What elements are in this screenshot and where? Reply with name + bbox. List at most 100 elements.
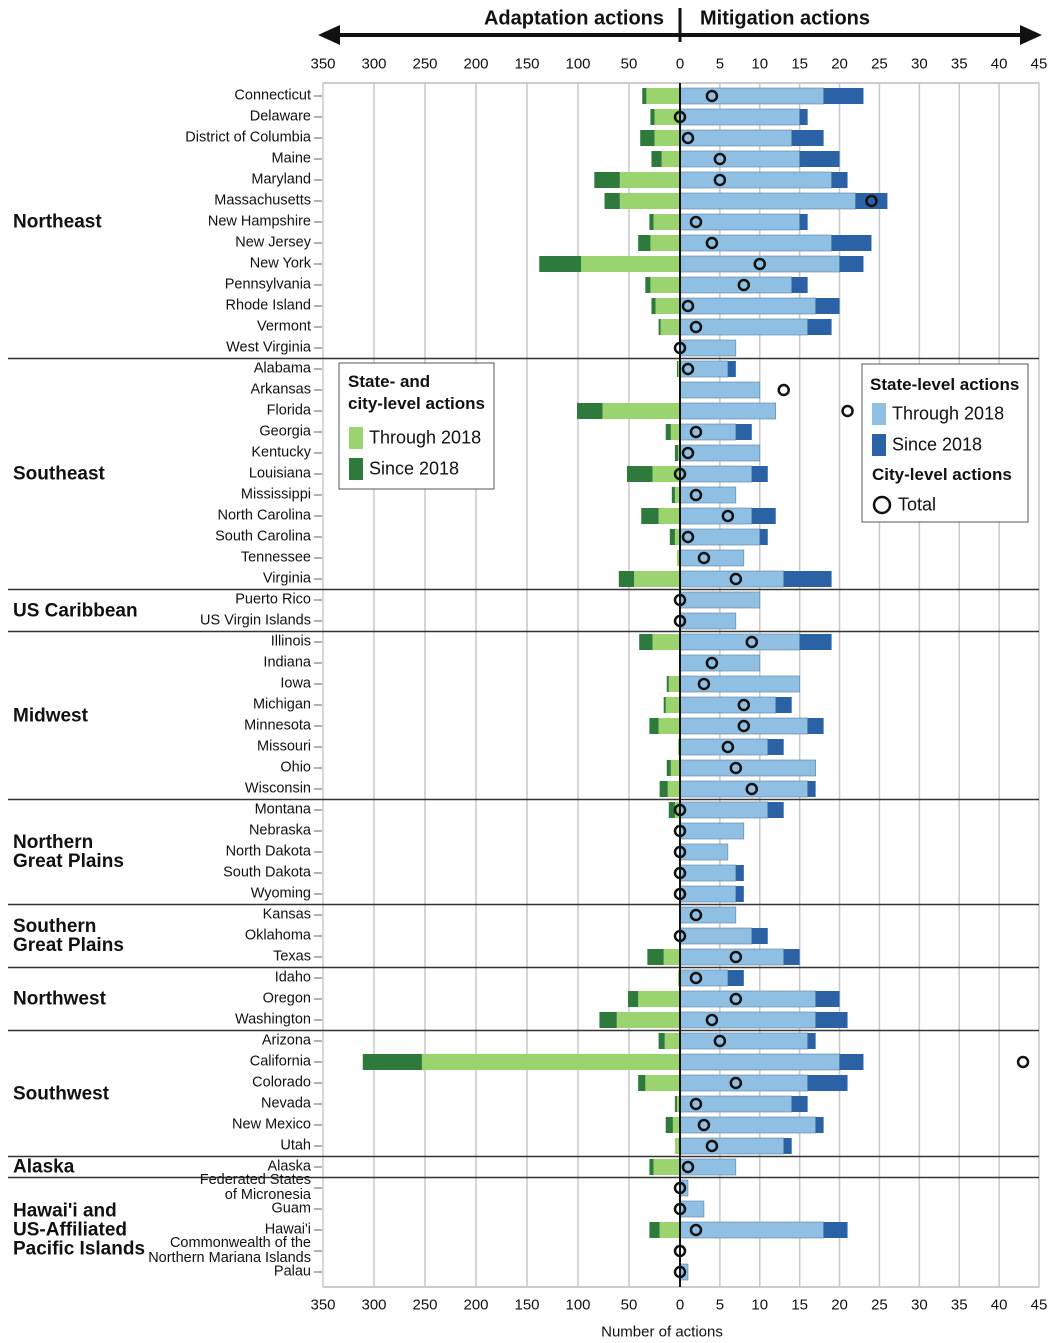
adaptation-through-bar bbox=[658, 508, 680, 524]
category-label: Nevada bbox=[261, 1095, 311, 1112]
x-tick-label: 150 bbox=[514, 55, 540, 73]
adaptation-through-bar bbox=[670, 424, 680, 440]
mitigation-through-bar bbox=[679, 129, 792, 147]
adaptation-since-bar bbox=[618, 571, 635, 587]
x-tick-label: 300 bbox=[361, 1296, 387, 1314]
category-label: Rhode Island bbox=[225, 297, 311, 314]
adaptation-through-bar bbox=[674, 487, 680, 503]
adaptation-since-bar bbox=[669, 529, 675, 545]
adaptation-through-bar bbox=[663, 949, 680, 965]
category-label: New Jersey bbox=[235, 234, 311, 251]
city-total-marker bbox=[673, 845, 687, 859]
city-total-marker bbox=[689, 1223, 703, 1237]
mitigation-since-bar bbox=[767, 802, 784, 818]
category-label: Mississippi bbox=[240, 486, 311, 503]
adaptation-since-bar bbox=[362, 1054, 422, 1070]
city-total-marker bbox=[841, 404, 854, 418]
mitigation-through-bar bbox=[679, 633, 800, 651]
mitigation-since-bar bbox=[855, 193, 888, 209]
mitigation-since-bar bbox=[727, 970, 744, 986]
mitigation-since-bar bbox=[839, 256, 864, 272]
legend-swatch bbox=[349, 427, 363, 449]
city-total-marker bbox=[745, 782, 759, 796]
adaptation-since-bar bbox=[676, 361, 678, 377]
city-total-marker bbox=[673, 593, 687, 607]
city-total-marker bbox=[681, 530, 695, 544]
category-label: Maryland bbox=[251, 171, 311, 188]
mitigation-since-bar bbox=[751, 466, 768, 482]
adaptation-since-bar bbox=[647, 949, 664, 965]
adaptation-through-bar bbox=[676, 1096, 680, 1112]
adaptation-through-bar bbox=[672, 1117, 680, 1133]
city-total-marker bbox=[1016, 1055, 1030, 1069]
x-tick-label: 20 bbox=[831, 1296, 848, 1314]
mitigation-since-bar bbox=[759, 529, 768, 545]
category-label: Massachusetts bbox=[214, 192, 311, 209]
adaptation-through-bar bbox=[650, 277, 680, 293]
category-label: North Carolina bbox=[217, 507, 312, 524]
category-label: Kansas bbox=[262, 906, 311, 923]
category-label: North Dakota bbox=[225, 843, 311, 860]
category-label: District of Columbia bbox=[185, 129, 311, 146]
adaptation-through-bar bbox=[652, 634, 680, 650]
legend-label: Total bbox=[898, 494, 937, 515]
category-label: Alaska bbox=[267, 1158, 311, 1175]
x-tick-label: 100 bbox=[565, 55, 591, 73]
city-total-marker bbox=[697, 677, 711, 691]
mitigation-through-bar bbox=[679, 696, 777, 714]
adaptation-since-bar bbox=[576, 403, 603, 419]
adaptation-through-bar bbox=[653, 1159, 680, 1175]
mitigation-through-bar bbox=[679, 780, 808, 798]
mitigation-since-bar bbox=[815, 1012, 848, 1028]
category-label: Virginia bbox=[262, 570, 311, 587]
x-tick-label: 250 bbox=[412, 1296, 438, 1314]
adaptation-since-bar bbox=[649, 1159, 654, 1175]
city-total-marker bbox=[697, 551, 711, 565]
category-label: Colorado bbox=[252, 1074, 311, 1091]
adaptation-through-bar bbox=[650, 235, 680, 251]
city-total-marker bbox=[777, 383, 790, 397]
mitigation-since-bar bbox=[727, 361, 736, 377]
category-label: Guam bbox=[271, 1200, 312, 1217]
legend-box bbox=[861, 363, 1029, 523]
region-label: Hawai'i and US-Affiliated Pacific Island… bbox=[13, 1200, 146, 1260]
adaptation-since-bar bbox=[666, 760, 671, 776]
city-total-marker bbox=[673, 110, 687, 124]
city-total-marker bbox=[673, 1244, 687, 1258]
region-label: Southeast bbox=[13, 463, 105, 485]
adaptation-since-bar bbox=[651, 298, 656, 314]
category-label: Tennessee bbox=[240, 549, 311, 566]
city-total-marker bbox=[865, 194, 878, 208]
category-label: Palau bbox=[273, 1263, 311, 1280]
adaptation-through-bar bbox=[654, 130, 680, 146]
x-tick-label: 40 bbox=[990, 55, 1008, 73]
mitigation-through-bar bbox=[679, 885, 737, 903]
mitigation-since-bar bbox=[807, 1033, 816, 1049]
category-label: Connecticut bbox=[234, 87, 311, 104]
mitigation-through-bar bbox=[679, 150, 800, 168]
category-label: West Virginia bbox=[226, 339, 311, 356]
city-total-marker bbox=[737, 719, 751, 733]
adaptation-through-bar bbox=[646, 88, 680, 104]
category-label: Indiana bbox=[263, 654, 311, 671]
category-label: Commonwealth of the Northern Mariana Isl… bbox=[148, 1235, 311, 1266]
adaptation-since-bar bbox=[594, 172, 620, 188]
mitigation-through-bar bbox=[679, 549, 745, 567]
city-total-marker bbox=[681, 299, 695, 313]
city-total-marker bbox=[729, 950, 743, 964]
x-tick-label: 10 bbox=[751, 55, 769, 73]
arrow-left bbox=[318, 25, 340, 45]
city-total-marker bbox=[673, 1265, 687, 1279]
mitigation-through-bar bbox=[679, 990, 816, 1008]
adaptation-through-bar bbox=[667, 781, 680, 797]
legend-swatch bbox=[872, 403, 886, 425]
mitigation-since-bar bbox=[751, 508, 776, 524]
city-total-marker bbox=[681, 1160, 695, 1174]
legend-label: Since 2018 bbox=[369, 458, 460, 479]
adaptation-since-bar bbox=[658, 1033, 665, 1049]
category-label: Iowa bbox=[280, 675, 311, 692]
category-label: New Mexico bbox=[232, 1116, 311, 1133]
x-tick-label: 10 bbox=[751, 1296, 769, 1314]
category-label: Florida bbox=[266, 402, 311, 419]
x-tick-label: 45 bbox=[1030, 55, 1048, 73]
